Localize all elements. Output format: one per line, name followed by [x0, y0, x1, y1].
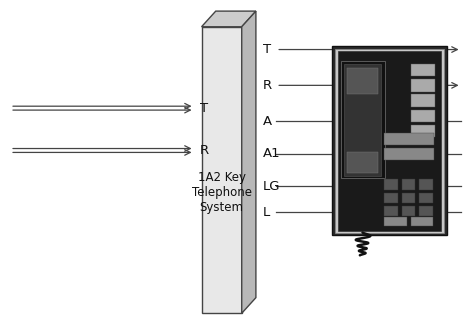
Polygon shape	[411, 95, 435, 107]
Polygon shape	[384, 180, 398, 190]
Text: L: L	[263, 206, 270, 219]
Polygon shape	[384, 217, 407, 226]
Polygon shape	[201, 11, 256, 27]
Polygon shape	[401, 193, 416, 203]
Polygon shape	[338, 51, 441, 231]
Text: A: A	[263, 115, 272, 128]
Polygon shape	[242, 11, 256, 313]
Text: R: R	[263, 79, 272, 92]
Polygon shape	[419, 206, 433, 216]
Text: T: T	[200, 102, 208, 115]
Polygon shape	[411, 79, 435, 92]
Polygon shape	[401, 180, 416, 190]
Polygon shape	[340, 61, 384, 179]
Polygon shape	[411, 64, 435, 77]
Polygon shape	[384, 148, 434, 160]
Text: A1: A1	[263, 147, 281, 160]
Polygon shape	[201, 27, 242, 313]
Polygon shape	[419, 180, 433, 190]
Text: 1A2 Key
Telephone
System: 1A2 Key Telephone System	[191, 171, 252, 215]
Polygon shape	[347, 151, 378, 173]
Polygon shape	[384, 193, 398, 203]
Polygon shape	[347, 68, 378, 94]
Polygon shape	[411, 110, 435, 122]
Polygon shape	[384, 133, 434, 145]
Text: R: R	[200, 144, 209, 157]
Polygon shape	[344, 64, 381, 176]
Text: T: T	[263, 43, 271, 56]
Polygon shape	[411, 125, 435, 137]
Polygon shape	[331, 46, 447, 235]
Polygon shape	[384, 206, 398, 216]
Polygon shape	[410, 217, 433, 226]
Polygon shape	[401, 206, 416, 216]
Polygon shape	[335, 49, 444, 232]
Text: LG: LG	[263, 180, 281, 193]
Polygon shape	[419, 193, 433, 203]
